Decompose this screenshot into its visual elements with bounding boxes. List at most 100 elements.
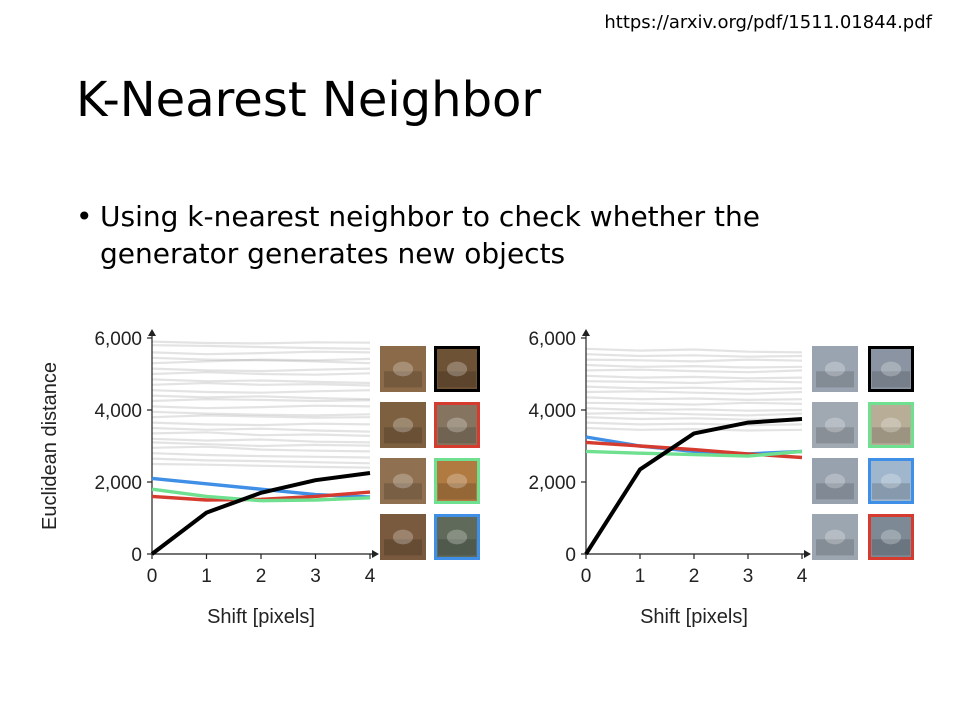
y-tick-label: 6,000 <box>94 329 142 350</box>
x-tick-label: 3 <box>743 566 754 587</box>
x-tick-label: 1 <box>201 566 212 587</box>
background-line <box>585 368 803 374</box>
y-axis-label: Euclidean distance <box>39 362 61 530</box>
background-line <box>585 421 803 427</box>
background-line <box>151 357 371 365</box>
x-tick-label: 0 <box>581 566 592 587</box>
x-tick-label: 4 <box>365 566 376 587</box>
background-line <box>151 381 371 387</box>
bullet-text: Using k-nearest neighbor to check whethe… <box>100 200 760 270</box>
background-line <box>151 452 371 459</box>
deer-thumbnail-icon <box>434 346 480 392</box>
background-line <box>151 457 371 465</box>
truck-thumbnail-icon <box>812 346 858 392</box>
background-line <box>585 396 803 402</box>
y-axis-arrow-icon <box>582 329 590 336</box>
x-tick-label: 0 <box>147 566 158 587</box>
background-line <box>585 426 803 432</box>
ship-thumbnail-icon <box>868 402 914 448</box>
y-tick-label: 4,000 <box>94 401 142 422</box>
bullet-icon: • <box>76 200 93 233</box>
x-axis-label: Shift [pixels] <box>640 606 748 628</box>
background-line <box>585 390 803 395</box>
series-line-black <box>150 471 371 556</box>
y-tick-label: 2,000 <box>94 473 142 494</box>
truck-thumbnail-icon <box>812 514 858 560</box>
thumbnail-border-red <box>434 402 480 448</box>
background-line <box>151 437 371 444</box>
background-line <box>151 378 371 385</box>
background-line <box>151 394 371 401</box>
background-line <box>151 441 371 448</box>
source-url: https://arxiv.org/pdf/1511.01844.pdf <box>604 12 932 33</box>
x-axis-label: Shift [pixels] <box>207 606 315 628</box>
background-line <box>585 358 803 363</box>
y-axis-arrow-icon <box>148 329 156 336</box>
thumbnail-border-black <box>434 346 480 392</box>
background-line <box>585 401 803 406</box>
background-line <box>151 350 371 356</box>
deer-thumbnail-icon <box>380 458 426 504</box>
background-lines <box>585 347 803 432</box>
background-line <box>151 445 371 453</box>
ship-thumbnail-icon <box>868 514 914 560</box>
y-tick-label: 4,000 <box>528 401 576 422</box>
background-line <box>151 410 371 417</box>
background-line <box>151 462 371 469</box>
airplane-thumbnail-icon <box>868 458 914 504</box>
chart-right: 0 1 2 3 4 0 2,000 4,000 6,000 Shift [pixels] <box>528 329 914 628</box>
background-line <box>151 421 371 427</box>
deer-thumbnail-icon <box>380 402 426 448</box>
background-line <box>151 431 371 437</box>
background-line <box>585 385 803 391</box>
slide-title: K-Nearest Neighbor <box>76 72 542 128</box>
truck-thumbnail-icon <box>812 402 858 448</box>
background-line <box>151 389 371 394</box>
thumbnail-border-green <box>434 458 480 504</box>
x-tick-label: 4 <box>797 566 808 587</box>
background-line <box>151 344 371 350</box>
x-tick-label: 2 <box>256 566 267 587</box>
series-line-green <box>151 487 371 503</box>
x-axis-arrow-icon <box>372 550 379 558</box>
thumbnail-border-black <box>868 346 914 392</box>
y-tick-label: 0 <box>565 545 576 566</box>
background-line <box>585 411 803 417</box>
toad-thumbnail-icon <box>434 402 480 448</box>
y-tick-label: 0 <box>131 545 142 566</box>
background-line <box>151 371 371 376</box>
thumbnail-border-blue <box>868 458 914 504</box>
thumbnail-border-red <box>868 514 914 560</box>
series-line-green <box>585 449 803 458</box>
background-line <box>151 414 371 419</box>
background-line <box>585 407 803 412</box>
thumbnail-border-green <box>868 402 914 448</box>
background-line <box>585 380 803 385</box>
x-axis-arrow-icon <box>804 550 811 558</box>
background-line <box>151 398 371 403</box>
bullet-point: • Using k-nearest neighbor to check whet… <box>76 198 896 272</box>
truck-thumbnail-icon <box>812 458 858 504</box>
series-line-black <box>584 417 803 556</box>
thumbnail-border-blue <box>434 514 480 560</box>
deer-thumbnail-icon <box>380 346 426 392</box>
y-tick-label: 2,000 <box>528 473 576 494</box>
background-lines <box>151 340 371 469</box>
background-line <box>151 404 371 410</box>
fox-thumbnail-icon <box>434 458 480 504</box>
y-tick-label: 6,000 <box>528 329 576 350</box>
background-line <box>151 426 371 433</box>
background-line <box>151 356 371 365</box>
background-line <box>151 367 371 373</box>
x-tick-label: 2 <box>689 566 700 587</box>
background-line <box>151 340 371 345</box>
x-tick-label: 1 <box>635 566 646 587</box>
truck-thumbnail-icon <box>868 346 914 392</box>
x-tick-label: 3 <box>310 566 321 587</box>
background-line <box>585 347 803 354</box>
chart-left: 0 1 2 3 4 0 2,000 4,000 6,000 Shift [pixels] Eucli… <box>39 329 480 628</box>
background-line <box>585 374 803 380</box>
bird-thumbnail-icon <box>434 514 480 560</box>
background-line <box>585 363 803 369</box>
deer-thumbnail-icon <box>380 514 426 560</box>
